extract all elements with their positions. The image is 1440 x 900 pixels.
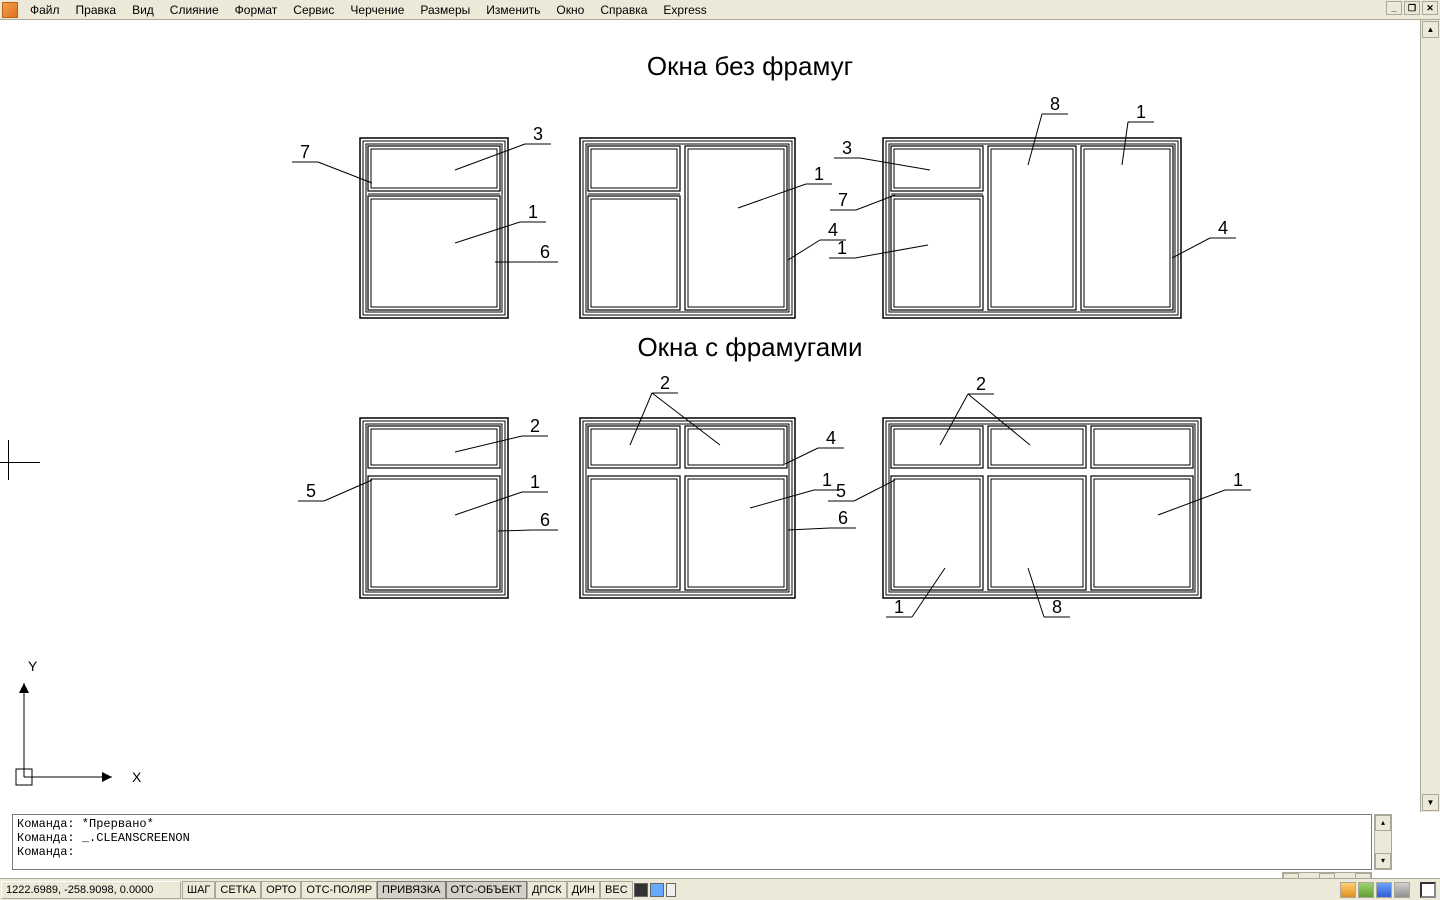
command-scrollbar[interactable]: ▴ ▾ <box>1374 814 1392 870</box>
command-history-line: Команда: *Прервано* <box>17 817 1367 831</box>
coordinates-display[interactable]: 1222.6989, -258.9098, 0.0000 <box>1 881 181 899</box>
svg-text:4: 4 <box>828 220 838 240</box>
ucs-x-label: X <box>132 769 142 785</box>
svg-text:1: 1 <box>530 472 540 492</box>
svg-text:Окна с фрамугами: Окна с фрамугами <box>637 332 862 362</box>
ucs-icon: X Y <box>12 657 152 797</box>
svg-text:3: 3 <box>842 138 852 158</box>
svg-text:2: 2 <box>976 374 986 394</box>
menu-item-справка[interactable]: Справка <box>592 1 655 19</box>
close-button[interactable]: ✕ <box>1422 1 1438 15</box>
svg-text:1: 1 <box>1136 102 1146 122</box>
menu-item-слияние[interactable]: Слияние <box>162 1 227 19</box>
status-toggle-шаг[interactable]: ШАГ <box>182 881 215 899</box>
restore-button[interactable]: ❐ <box>1404 1 1420 15</box>
status-toggle-сетка[interactable]: СЕТКА <box>215 881 261 899</box>
model-space-icon[interactable] <box>634 883 648 897</box>
svg-text:2: 2 <box>660 373 670 393</box>
command-prompt-line: Команда: <box>17 845 1367 859</box>
scroll-down-button[interactable]: ▼ <box>1422 794 1439 811</box>
menu-item-вид[interactable]: Вид <box>124 1 162 19</box>
status-tray <box>1340 882 1436 898</box>
menu-item-размеры[interactable]: Размеры <box>412 1 478 19</box>
menu-item-черчение[interactable]: Черчение <box>342 1 412 19</box>
svg-text:3: 3 <box>533 124 543 144</box>
app-icon <box>2 2 18 18</box>
tray-icon[interactable] <box>1358 882 1374 898</box>
scroll-up-button[interactable]: ▲ <box>1422 21 1439 38</box>
tray-icon[interactable] <box>1394 882 1410 898</box>
layout-icon[interactable] <box>650 883 664 897</box>
clean-screen-icon[interactable] <box>1420 882 1436 898</box>
svg-text:1: 1 <box>894 597 904 617</box>
svg-text:8: 8 <box>1052 597 1062 617</box>
svg-text:6: 6 <box>540 242 550 262</box>
status-toggle-дпск[interactable]: ДПСК <box>527 881 567 899</box>
svg-text:1: 1 <box>1233 470 1243 490</box>
menu-bar: ФайлПравкаВидСлияниеФорматСервисЧерчение… <box>0 0 1440 20</box>
drawing-content: Окна без фрамугОкна с фрамугами731614371… <box>0 20 1420 800</box>
status-toggle-отс-поляр[interactable]: ОТС-ПОЛЯР <box>301 881 377 899</box>
status-toggle-привязка[interactable]: ПРИВЯЗКА <box>377 881 445 899</box>
svg-text:1: 1 <box>814 164 824 184</box>
svg-text:4: 4 <box>1218 218 1228 238</box>
svg-text:Окна без фрамуг: Окна без фрамуг <box>647 51 853 81</box>
toggle-icon[interactable] <box>666 883 676 897</box>
command-line[interactable]: Команда: *Прервано* Команда: _.CLEANSCRE… <box>12 814 1372 870</box>
scroll-down-button[interactable]: ▾ <box>1375 853 1391 869</box>
scroll-up-button[interactable]: ▴ <box>1375 815 1391 831</box>
canvas-vertical-scrollbar[interactable]: ▲ ▼ <box>1420 20 1440 812</box>
drawing-canvas[interactable]: Окна без фрамугОкна с фрамугами731614371… <box>0 20 1420 812</box>
svg-text:1: 1 <box>837 238 847 258</box>
status-toggle-дин[interactable]: ДИН <box>567 881 600 899</box>
tray-icon[interactable] <box>1340 882 1356 898</box>
svg-text:4: 4 <box>826 428 836 448</box>
svg-text:1: 1 <box>528 202 538 222</box>
command-history-line: Команда: _.CLEANSCREENON <box>17 831 1367 845</box>
svg-text:6: 6 <box>540 510 550 530</box>
menu-item-правка[interactable]: Правка <box>68 1 125 19</box>
menu-item-формат[interactable]: Формат <box>227 1 286 19</box>
svg-text:2: 2 <box>530 416 540 436</box>
status-toggle-вес[interactable]: ВЕС <box>600 881 633 899</box>
svg-text:6: 6 <box>838 508 848 528</box>
window-controls: _ ❐ ✕ <box>1386 1 1438 15</box>
svg-text:5: 5 <box>836 481 846 501</box>
menu-item-сервис[interactable]: Сервис <box>285 1 342 19</box>
status-toggle-орто[interactable]: ОРТО <box>261 881 301 899</box>
status-bar: 1222.6989, -258.9098, 0.0000 ШАГСЕТКАОРТ… <box>0 878 1440 900</box>
svg-text:1: 1 <box>822 470 832 490</box>
menu-item-файл[interactable]: Файл <box>22 1 68 19</box>
tray-icon[interactable] <box>1376 882 1392 898</box>
menu-item-окно[interactable]: Окно <box>548 1 592 19</box>
svg-text:7: 7 <box>838 190 848 210</box>
ucs-y-label: Y <box>28 658 38 674</box>
menu-item-express[interactable]: Express <box>655 1 714 19</box>
minimize-button[interactable]: _ <box>1386 1 1402 15</box>
svg-text:5: 5 <box>306 481 316 501</box>
menu-item-изменить[interactable]: Изменить <box>478 1 548 19</box>
svg-text:7: 7 <box>300 142 310 162</box>
svg-text:8: 8 <box>1050 94 1060 114</box>
status-toggle-отс-объект[interactable]: ОТС-ОБЪЕКТ <box>446 881 527 899</box>
